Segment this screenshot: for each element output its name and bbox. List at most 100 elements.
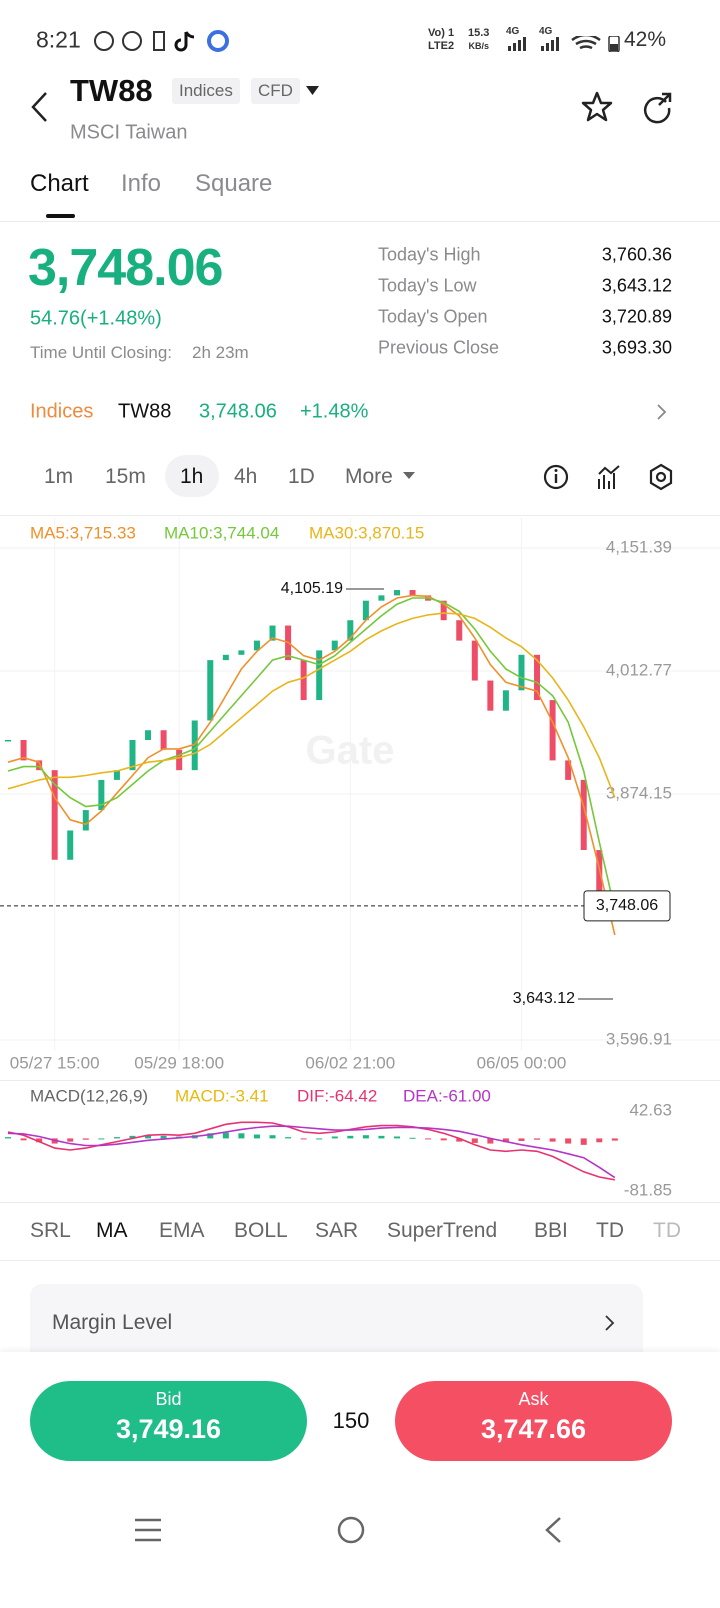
ask-label: Ask (518, 1389, 549, 1409)
candle (207, 660, 214, 721)
chart-tools[interactable] (542, 462, 676, 492)
macd-bar (471, 1138, 478, 1143)
indicator[interactable]: SuperTrend (387, 1219, 498, 1242)
ticker-category: Indices (30, 400, 94, 423)
interval[interactable]: More (345, 465, 393, 488)
speed: 15.3 KB/s (468, 27, 489, 53)
candle (191, 720, 198, 771)
indicator[interactable]: BBI (534, 1219, 568, 1242)
legend-entry: MA5:3,715.33 (30, 523, 136, 542)
nav-menu[interactable] (135, 1518, 161, 1542)
y-tick-label: 42.63 (629, 1100, 672, 1119)
divider (0, 1080, 720, 1081)
low-label: 3,643.12 (513, 990, 575, 1007)
macd-chart[interactable]: 42.63 -81.85 MACD(12,26,9) MACD:-3.41 DIF:-6… (0, 1082, 720, 1202)
dropdown[interactable] (305, 85, 321, 97)
indicator[interactable]: EMA (159, 1219, 205, 1242)
indicator[interactable]: BOLL (234, 1219, 288, 1242)
indicator[interactable]: SRL (30, 1219, 71, 1242)
high-label: 4,105.19 (281, 580, 343, 597)
nav-back[interactable] (545, 1517, 561, 1543)
candle (176, 749, 183, 771)
speed-unit: KB/s (468, 41, 489, 51)
macd-bar (409, 1137, 416, 1139)
candle (36, 760, 43, 771)
candle (580, 779, 587, 851)
closing-label: Time Until Closing: (30, 343, 173, 362)
candle (518, 654, 525, 691)
ask-button[interactable]: Ask 3,747.66 (395, 1381, 672, 1461)
candle (253, 640, 260, 651)
interval[interactable]: 1h (180, 465, 204, 488)
macd-bar (394, 1136, 400, 1139)
line (7, 1125, 616, 1179)
macd-bar (331, 1136, 338, 1139)
macd-bar (207, 1133, 214, 1139)
macd-bar (160, 1135, 167, 1139)
candle (67, 830, 74, 860)
indicator[interactable]: TD (653, 1219, 681, 1242)
signal: 4G (506, 26, 520, 37)
status-time: 8:21 (36, 26, 81, 53)
macd-bar (534, 1138, 541, 1140)
macd-bar (347, 1135, 354, 1139)
interval[interactable]: 1D (288, 465, 315, 488)
candle (378, 595, 385, 601)
margin-chevron[interactable] (604, 1314, 616, 1332)
interval[interactable]: 1m (44, 465, 74, 488)
battery: 42% (624, 28, 667, 51)
back-button[interactable] (28, 90, 52, 124)
tab[interactable]: Info (121, 170, 162, 197)
macd-bar (502, 1138, 509, 1143)
candle (20, 739, 27, 761)
margin-card[interactable] (30, 1284, 643, 1364)
candle (51, 770, 58, 860)
tab[interactable]: Square (195, 170, 273, 197)
status-icons (94, 30, 229, 52)
x-tick-label: 06/05 00:00 (477, 1053, 567, 1072)
share-button[interactable] (640, 91, 674, 125)
last-price-label: 3,748.06 (596, 897, 658, 914)
macd-bar (145, 1135, 152, 1139)
macd-bar (113, 1137, 120, 1139)
tab[interactable]: Chart (30, 170, 89, 197)
macd-bar (316, 1138, 323, 1140)
indicator[interactable]: MA (96, 1219, 128, 1242)
price-chart[interactable]: 4,151.39 4,012.77 3,874.15 3,596.91 05/27 15… (0, 518, 720, 1080)
x-tick-label: 05/29 18:00 (134, 1053, 224, 1072)
y-tick-label: 3,596.91 (606, 1029, 672, 1048)
more-caret[interactable] (402, 471, 416, 481)
network-labels: Vo) 1 LTE2 (428, 27, 454, 53)
quantity[interactable]: 150 (332, 1408, 370, 1433)
indicator[interactable]: SAR (315, 1219, 359, 1242)
macd-bar (425, 1138, 432, 1140)
tag: Indices (172, 78, 240, 104)
candle (160, 730, 167, 750)
divider (0, 1202, 720, 1203)
bid-price: 3,749.16 (115, 1414, 222, 1444)
ask-price: 3,747.66 (480, 1414, 587, 1444)
macd-bar (487, 1138, 494, 1144)
interval[interactable]: 15m (105, 465, 146, 488)
nav-home[interactable] (337, 1516, 365, 1544)
ticker-chevron[interactable] (656, 403, 668, 421)
nav-bar (135, 1516, 561, 1544)
candle (222, 654, 229, 661)
candle (98, 779, 105, 811)
interval[interactable]: 4h (234, 465, 258, 488)
divider (0, 515, 720, 516)
candle (487, 680, 494, 711)
candle (456, 620, 463, 641)
macd-bar (20, 1138, 27, 1141)
candle (471, 640, 478, 681)
bid-button[interactable]: Bid 3,749.16 (30, 1381, 307, 1461)
candle (534, 654, 541, 701)
indicator[interactable]: TD (596, 1219, 624, 1242)
favorite-button[interactable] (580, 90, 614, 124)
candle (394, 590, 400, 596)
candle (331, 640, 338, 651)
legend-entry: DIF:-64.42 (297, 1086, 377, 1105)
closing-value: 2h 23m (192, 343, 249, 362)
watermark: Gate (306, 729, 395, 773)
legend-entry: MACD:-3.41 (175, 1086, 269, 1105)
